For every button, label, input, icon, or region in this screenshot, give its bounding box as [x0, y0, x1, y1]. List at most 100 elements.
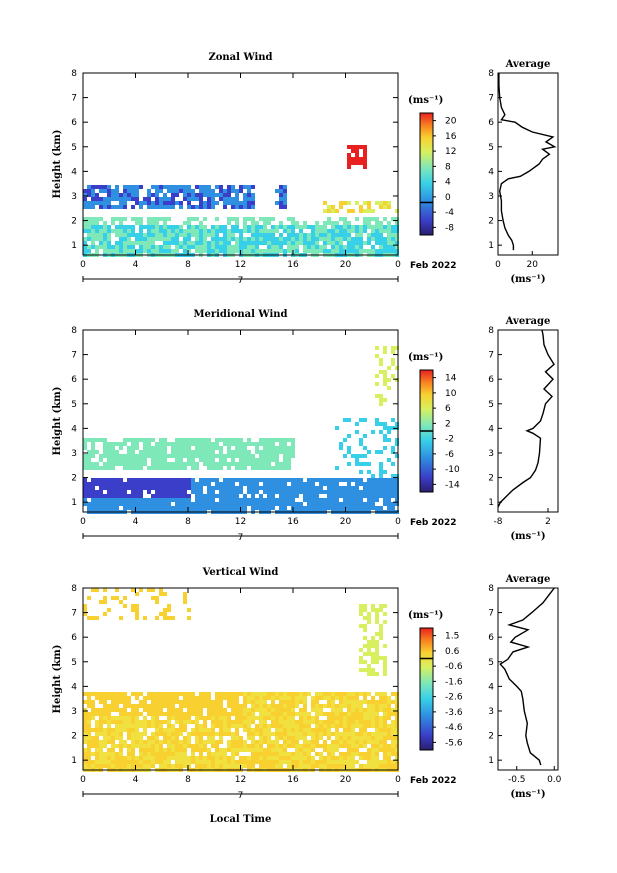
heatmap-cell: [219, 736, 223, 740]
heatmap-cell: [371, 430, 375, 434]
heatmap-cell: [315, 752, 319, 756]
heatmap-cell: [271, 696, 275, 700]
heatmap-cell: [175, 225, 179, 229]
heatmap-cell: [215, 233, 219, 237]
heatmap-cell: [335, 221, 339, 225]
heatmap-cell: [275, 764, 279, 768]
heatmap-cell: [211, 494, 215, 498]
heatmap-cell: [251, 732, 255, 736]
heatmap-cell: [267, 728, 271, 732]
heatmap-cell: [111, 486, 115, 490]
heatmap-cell: [351, 249, 355, 253]
heatmap-cell: [99, 466, 103, 470]
heatmap-cell: [371, 604, 375, 608]
heatmap-cell: [267, 233, 271, 237]
heatmap-cell: [291, 760, 295, 764]
heatmap-cell: [87, 692, 91, 696]
heatmap-cell: [299, 756, 303, 760]
heatmap-cell: [267, 466, 271, 470]
heatmap-cell: [391, 346, 395, 350]
heatmap-cell: [87, 700, 91, 704]
heatmap-cell: [375, 728, 379, 732]
heatmap-cell: [203, 482, 207, 486]
heatmap-cell: [227, 740, 231, 744]
heatmap-cell: [355, 486, 359, 490]
heatmap-cell: [311, 249, 315, 253]
heatmap-cell: [135, 740, 139, 744]
heatmap-cell: [151, 466, 155, 470]
heatmap-cell: [123, 193, 127, 197]
heatmap-cell: [319, 237, 323, 241]
heatmap-cell: [267, 736, 271, 740]
heatmap-cell: [167, 494, 171, 498]
heatmap-cell: [383, 370, 387, 374]
heatmap-cell: [211, 720, 215, 724]
heatmap-cell: [387, 732, 391, 736]
heatmap-cell: [223, 193, 227, 197]
heatmap-cell: [107, 506, 111, 510]
heatmap-cell: [147, 696, 151, 700]
heatmap-cell: [187, 454, 191, 458]
heatmap-cell: [295, 696, 299, 700]
heatmap-cell: [215, 760, 219, 764]
heatmap-cell: [391, 760, 395, 764]
heatmap-cell: [91, 494, 95, 498]
heatmap-cell: [243, 482, 247, 486]
heatmap-cell: [291, 740, 295, 744]
heatmap-cell: [387, 728, 391, 732]
heatmap-cell: [135, 490, 139, 494]
heatmap-cell: [243, 478, 247, 482]
heatmap-cell: [359, 700, 363, 704]
heatmap-cell: [331, 724, 335, 728]
heatmap-cell: [127, 197, 131, 201]
heatmap-cell: [115, 442, 119, 446]
heatmap-cell: [135, 506, 139, 510]
heatmap-cell: [391, 482, 395, 486]
heatmap-cell: [191, 450, 195, 454]
heatmap-cell: [211, 229, 215, 233]
colorbar-tick-label: 0.6: [445, 647, 460, 657]
y-tick-label: 8: [71, 69, 77, 79]
heatmap-cell: [239, 720, 243, 724]
heatmap-cell: [187, 692, 191, 696]
heatmap-cell: [143, 700, 147, 704]
heatmap-cell: [251, 494, 255, 498]
heatmap-cell: [375, 752, 379, 756]
heatmap-cell: [263, 502, 267, 506]
heatmap-cell: [127, 185, 131, 189]
heatmap-cell: [263, 446, 267, 450]
heatmap-cell: [155, 486, 159, 490]
heatmap-cell: [383, 229, 387, 233]
heatmap-cell: [375, 760, 379, 764]
heatmap-cell: [231, 724, 235, 728]
heatmap-cell: [355, 249, 359, 253]
heatmap-cell: [215, 696, 219, 700]
heatmap-cell: [119, 225, 123, 229]
heatmap-cell: [131, 752, 135, 756]
heatmap-cell: [359, 708, 363, 712]
heatmap-cell: [227, 716, 231, 720]
heatmap-cell: [211, 764, 215, 768]
heatmap-cell: [91, 716, 95, 720]
x-tick-label: 0: [80, 775, 86, 785]
heatmap-cell: [115, 588, 119, 592]
heatmap-cell: [255, 450, 259, 454]
heatmap-cell: [223, 732, 227, 736]
heatmap-cell: [187, 616, 191, 620]
heatmap-cell: [163, 704, 167, 708]
heatmap-cell: [163, 458, 167, 462]
heatmap-cell: [171, 185, 175, 189]
heatmap-cell: [103, 502, 107, 506]
heatmap-cell: [235, 712, 239, 716]
heatmap-cell: [247, 217, 251, 221]
heatmap-cell: [207, 233, 211, 237]
heatmap-cell: [171, 229, 175, 233]
heatmap-cell: [271, 716, 275, 720]
heatmap-cell: [343, 724, 347, 728]
heatmap-cell: [375, 237, 379, 241]
heatmap-cell: [115, 229, 119, 233]
heatmap-cell: [159, 700, 163, 704]
average-x-tick-label: 0: [495, 260, 501, 270]
heatmap-cell: [115, 704, 119, 708]
